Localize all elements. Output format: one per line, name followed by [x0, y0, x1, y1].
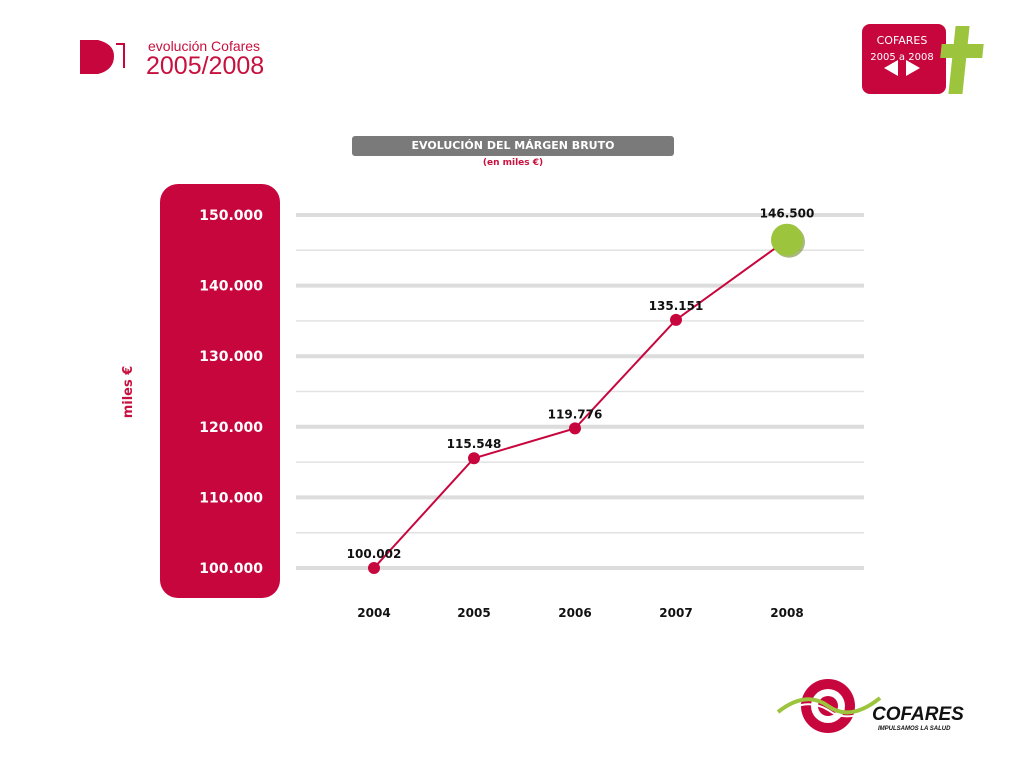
series-line [373, 238, 788, 569]
data-point [468, 452, 480, 465]
header-years: 2005/2008 [146, 52, 265, 80]
data-label: 146.500 [760, 207, 815, 221]
data-label: 119.776 [548, 407, 603, 421]
x-tick-label: 2004 [357, 606, 390, 620]
badge-next-arrow-icon [906, 60, 920, 76]
x-tick-label: 2008 [770, 606, 803, 620]
badge-line2: 2005 a 2008 [870, 52, 933, 63]
y-tick-label: 130.000 [199, 349, 263, 365]
data-point [569, 422, 581, 435]
badge-prev-arrow-icon [884, 60, 898, 76]
x-tick-label: 2007 [659, 606, 692, 620]
logo-brand: COFARES [872, 704, 964, 725]
logo-tagline: IMPULSAMOS LA SALUD [878, 726, 951, 732]
y-tick-label: 140.000 [199, 279, 263, 295]
cofares-logo: COFARES IMPULSAMOS LA SALUD [776, 679, 964, 733]
x-tick-label: 2005 [457, 606, 490, 620]
data-label: 115.548 [447, 437, 502, 451]
y-tick-label: 150.000 [199, 208, 263, 224]
chart-subtitle: (en miles €) [482, 158, 544, 168]
data-label: 100.002 [347, 547, 402, 561]
y-tick-label: 110.000 [199, 490, 263, 506]
y-axis-panel [160, 184, 280, 598]
header-play-mark-icon [80, 40, 125, 74]
data-point [368, 561, 380, 574]
badge-line1: COFARES [877, 34, 928, 47]
data-point [771, 223, 803, 256]
x-tick-label: 2006 [558, 606, 591, 620]
cofares-badge-icon: COFARES 2005 a 2008 [862, 24, 984, 94]
y-tick-label: 100.000 [199, 561, 263, 577]
chart-title: EVOLUCIÓN DEL MÁRGEN BRUTO [352, 136, 674, 156]
data-label: 135.151 [649, 299, 704, 313]
y-tick-label: 120.000 [199, 420, 263, 436]
data-point [670, 313, 682, 326]
header-subtitle: evolución Cofares [148, 38, 261, 54]
